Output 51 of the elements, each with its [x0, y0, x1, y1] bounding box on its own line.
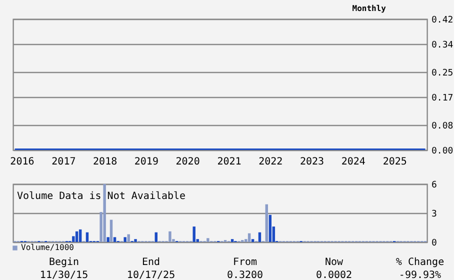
bar: [265, 204, 268, 242]
text: Begin: [48, 257, 80, 268]
y-tick-label: 0.17: [432, 93, 454, 104]
text: -99.93%: [398, 270, 442, 280]
text: % Change: [396, 257, 444, 268]
x-tick-label: 2018: [93, 156, 118, 168]
bar: [75, 231, 78, 242]
x-tick-label: 2019: [134, 156, 158, 168]
bar: [268, 214, 272, 242]
bar: [127, 234, 130, 242]
bar: [154, 232, 158, 242]
bar: [230, 239, 234, 242]
y-tick-label: 6: [432, 180, 437, 190]
bar: [258, 232, 262, 242]
bar: [124, 237, 126, 242]
text: 10/17/25: [126, 270, 176, 280]
bar: [78, 229, 82, 242]
bar: [192, 226, 196, 242]
y-tick-label: 0.08: [432, 122, 454, 132]
y-tick-label: 3: [432, 210, 437, 220]
x-tick-label: 2021: [217, 156, 242, 168]
x-tick-label: 2022: [258, 156, 283, 168]
bar: [134, 239, 137, 242]
text: End: [142, 257, 160, 268]
text: From: [232, 257, 258, 268]
x-tick-label: 2020: [176, 156, 200, 168]
x-tick-label: 2017: [52, 156, 76, 168]
bar: [168, 231, 172, 242]
text: 11/30/15: [40, 270, 88, 280]
bar: [86, 232, 89, 242]
bar: [206, 238, 210, 242]
text: 0.0002: [316, 270, 352, 280]
annotation: Volume Data is Not Available: [17, 191, 186, 202]
bar: [103, 184, 106, 242]
text: 0.3200: [226, 270, 264, 280]
x-tick-label: 2025: [382, 156, 407, 168]
y-tick-label: 0.00: [432, 146, 454, 156]
bar: [106, 237, 110, 242]
bar: [113, 237, 116, 242]
x-tick-label: 2024: [341, 156, 366, 168]
x-tick-label: 2016: [10, 156, 34, 168]
legend-label: Volume/1000: [21, 243, 74, 252]
text: Monthly: [352, 4, 386, 13]
x-tick-label: 2023: [300, 156, 324, 168]
bar: [110, 220, 113, 242]
text: Now: [324, 257, 344, 268]
y-tick-label: 0: [432, 238, 437, 248]
y-tick-label: 0.42: [432, 16, 454, 26]
bar: [251, 239, 254, 242]
y-tick-label: 0.25: [432, 68, 454, 79]
y-tick-label: 0.34: [432, 40, 454, 50]
